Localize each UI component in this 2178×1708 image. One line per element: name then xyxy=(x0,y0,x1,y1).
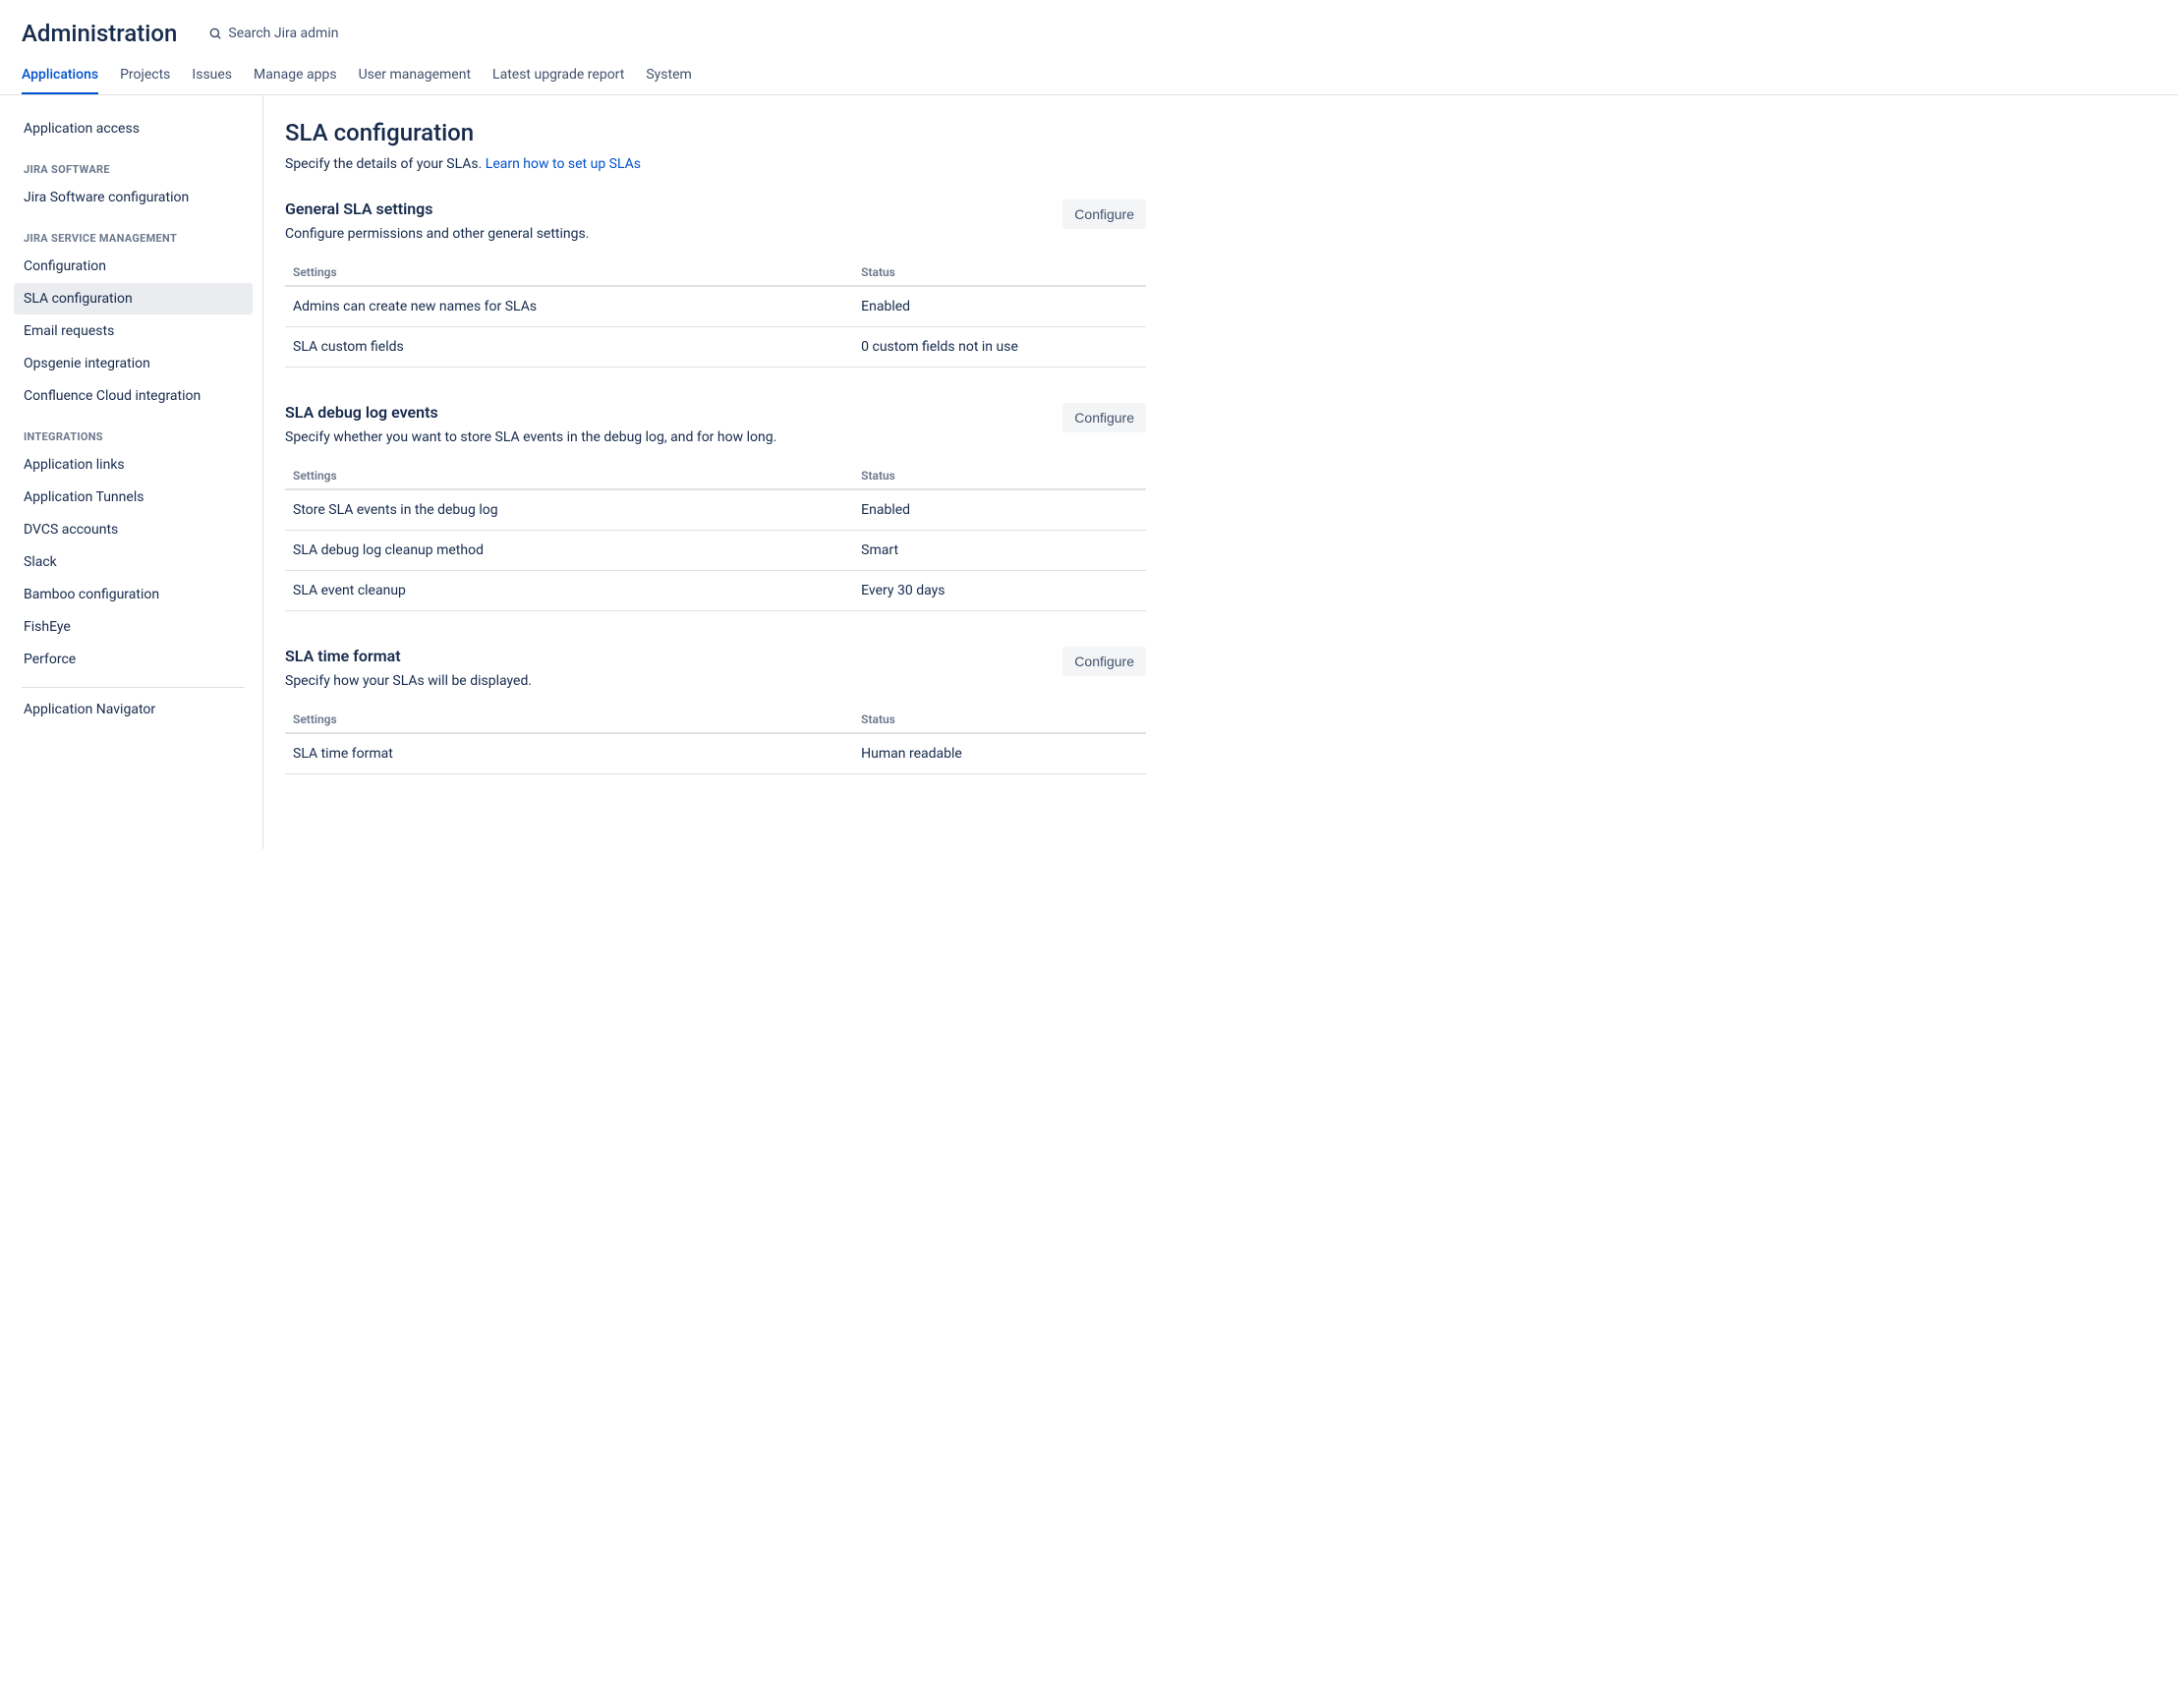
sidebar-item-sla-configuration[interactable]: SLA configuration xyxy=(14,283,253,314)
column-header-status: Status xyxy=(853,259,1146,286)
sidebar-item-application-access[interactable]: Application access xyxy=(14,113,253,144)
page-title: SLA configuration xyxy=(285,119,1146,146)
section-title: SLA debug log events xyxy=(285,403,776,422)
learn-sla-link[interactable]: Learn how to set up SLAs xyxy=(486,156,641,172)
section: SLA debug log events Specify whether you … xyxy=(285,403,1146,611)
sidebar-item-bamboo-configuration[interactable]: Bamboo configuration xyxy=(14,579,253,610)
section-header: General SLA settings Configure permission… xyxy=(285,199,1146,242)
sidebar: Application accessJIRA SOFTWAREJira Soft… xyxy=(0,95,263,849)
sidebar-heading: JIRA SERVICE MANAGEMENT xyxy=(14,214,253,251)
column-header-status: Status xyxy=(853,463,1146,489)
tab-system[interactable]: System xyxy=(646,67,691,94)
table-row: Admins can create new names for SLAsEnab… xyxy=(285,286,1146,327)
table-row: SLA time formatHuman readable xyxy=(285,733,1146,774)
setting-status: Every 30 days xyxy=(853,571,1146,611)
tab-issues[interactable]: Issues xyxy=(192,67,232,94)
setting-status: Enabled xyxy=(853,286,1146,327)
sidebar-item-configuration[interactable]: Configuration xyxy=(14,251,253,282)
tab-user-management[interactable]: User management xyxy=(359,67,471,94)
sidebar-item-application-tunnels[interactable]: Application Tunnels xyxy=(14,482,253,513)
nav-tabs: Applications Projects Issues Manage apps Use… xyxy=(0,47,2178,95)
configure-button[interactable]: Configure xyxy=(1062,403,1146,432)
table-row: Store SLA events in the debug logEnabled xyxy=(285,489,1146,531)
column-header-settings: Settings xyxy=(285,259,853,286)
tab-manage-apps[interactable]: Manage apps xyxy=(254,67,337,94)
section-title: SLA time format xyxy=(285,647,532,665)
setting-name: Admins can create new names for SLAs xyxy=(285,286,853,327)
header: Administration Search Jira admin xyxy=(0,0,2178,47)
configure-button[interactable]: Configure xyxy=(1062,199,1146,229)
sidebar-heading: INTEGRATIONS xyxy=(14,413,253,449)
column-header-status: Status xyxy=(853,707,1146,733)
configure-button[interactable]: Configure xyxy=(1062,647,1146,676)
setting-status: 0 custom fields not in use xyxy=(853,327,1146,368)
sidebar-item-confluence-cloud-integration[interactable]: Confluence Cloud integration xyxy=(14,380,253,412)
table-row: SLA debug log cleanup methodSmart xyxy=(285,531,1146,571)
tab-applications[interactable]: Applications xyxy=(22,67,98,94)
sidebar-divider xyxy=(22,687,245,688)
section-title: General SLA settings xyxy=(285,199,589,218)
section-description: Specify how your SLAs will be displayed. xyxy=(285,673,532,689)
setting-name: Store SLA events in the debug log xyxy=(285,489,853,531)
content: SLA configuration Specify the details of… xyxy=(263,95,1168,849)
sidebar-item-application-links[interactable]: Application links xyxy=(14,449,253,481)
settings-table: SettingsStatusSLA time formatHuman reada… xyxy=(285,707,1146,774)
sidebar-item-application-navigator[interactable]: Application Navigator xyxy=(14,694,253,725)
search-admin[interactable]: Search Jira admin xyxy=(208,26,338,41)
table-row: SLA custom fields0 custom fields not in … xyxy=(285,327,1146,368)
tab-projects[interactable]: Projects xyxy=(120,67,170,94)
app-title: Administration xyxy=(22,20,177,47)
section: SLA time format Specify how your SLAs wil… xyxy=(285,647,1146,774)
sidebar-heading: JIRA SOFTWARE xyxy=(14,145,253,182)
settings-table: SettingsStatusAdmins can create new name… xyxy=(285,259,1146,368)
column-header-settings: Settings xyxy=(285,463,853,489)
tab-latest-upgrade-report[interactable]: Latest upgrade report xyxy=(492,67,624,94)
section-description: Specify whether you want to store SLA ev… xyxy=(285,429,776,445)
sidebar-item-email-requests[interactable]: Email requests xyxy=(14,315,253,347)
setting-status: Enabled xyxy=(853,489,1146,531)
sidebar-item-slack[interactable]: Slack xyxy=(14,546,253,578)
column-header-settings: Settings xyxy=(285,707,853,733)
section: General SLA settings Configure permission… xyxy=(285,199,1146,368)
setting-status: Human readable xyxy=(853,733,1146,774)
setting-name: SLA event cleanup xyxy=(285,571,853,611)
sidebar-item-perforce[interactable]: Perforce xyxy=(14,644,253,675)
search-icon xyxy=(208,27,222,40)
section-header: SLA debug log events Specify whether you … xyxy=(285,403,1146,445)
setting-name: SLA debug log cleanup method xyxy=(285,531,853,571)
section-header: SLA time format Specify how your SLAs wil… xyxy=(285,647,1146,689)
setting-name: SLA custom fields xyxy=(285,327,853,368)
page-description: Specify the details of your SLAs. Learn … xyxy=(285,156,1146,172)
sidebar-item-opsgenie-integration[interactable]: Opsgenie integration xyxy=(14,348,253,379)
sidebar-item-dvcs-accounts[interactable]: DVCS accounts xyxy=(14,514,253,545)
sidebar-item-fisheye[interactable]: FishEye xyxy=(14,611,253,643)
table-row: SLA event cleanupEvery 30 days xyxy=(285,571,1146,611)
setting-name: SLA time format xyxy=(285,733,853,774)
setting-status: Smart xyxy=(853,531,1146,571)
section-description: Configure permissions and other general … xyxy=(285,226,589,242)
search-placeholder: Search Jira admin xyxy=(228,26,338,41)
settings-table: SettingsStatusStore SLA events in the de… xyxy=(285,463,1146,611)
sidebar-item-jira-software-configuration[interactable]: Jira Software configuration xyxy=(14,182,253,213)
